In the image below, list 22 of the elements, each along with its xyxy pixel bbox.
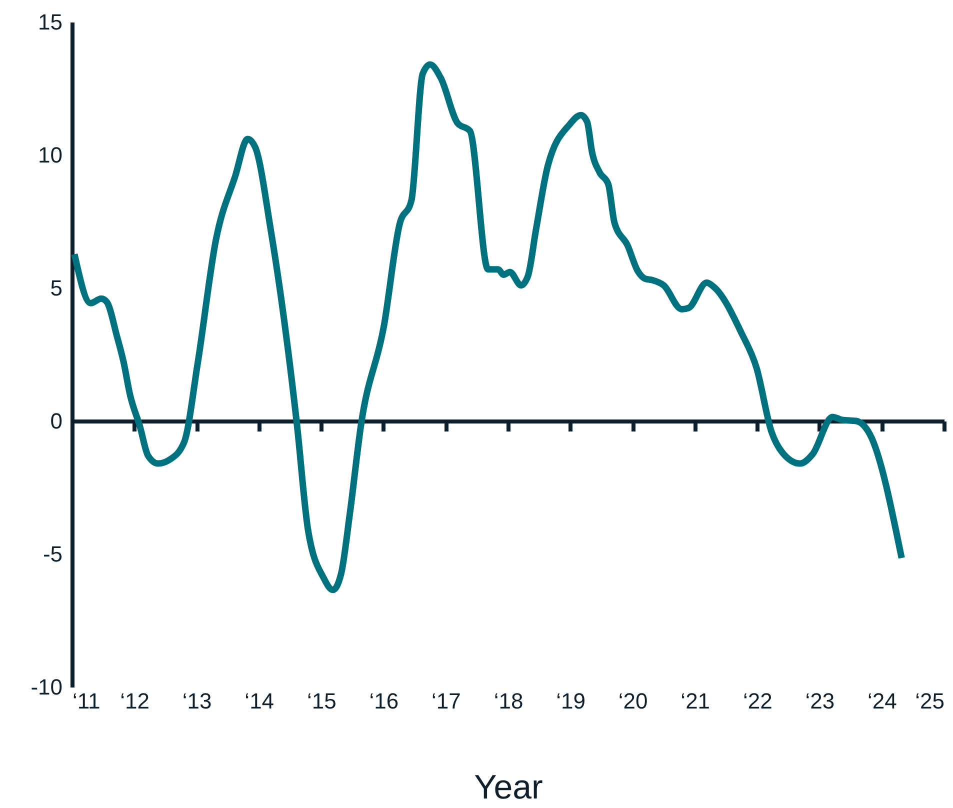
y-tick-label: 5 bbox=[50, 276, 62, 300]
x-tick-label: ‘18 bbox=[494, 688, 524, 714]
x-tick-label: ‘17 bbox=[432, 688, 461, 714]
x-axis-title: Year bbox=[474, 768, 543, 806]
x-tick-label: ‘12 bbox=[120, 688, 150, 714]
x-tick-label: ‘19 bbox=[556, 688, 586, 714]
y-tick-label: 10 bbox=[38, 142, 62, 168]
x-tick-label: ‘21 bbox=[680, 688, 710, 714]
x-tick-label: ‘20 bbox=[618, 688, 648, 714]
y-tick-label: -5 bbox=[42, 542, 62, 566]
x-tick-label: ‘23 bbox=[805, 688, 835, 714]
x-tick-label: ‘22 bbox=[742, 688, 772, 714]
y-tick-label: 15 bbox=[38, 10, 62, 34]
x-tick-label: ‘14 bbox=[244, 688, 274, 714]
y-tick-label: 0 bbox=[50, 408, 62, 434]
x-tick-label: ‘16 bbox=[369, 688, 399, 714]
x-tick-label: ‘24 bbox=[868, 688, 897, 714]
x-tick-label: ‘25 bbox=[915, 688, 944, 714]
x-tick-label: ‘13 bbox=[182, 688, 212, 714]
x-tick-label: ‘11 bbox=[72, 688, 100, 714]
y-tick-label: -10 bbox=[30, 674, 62, 700]
x-tick-label: ‘15 bbox=[306, 688, 336, 714]
